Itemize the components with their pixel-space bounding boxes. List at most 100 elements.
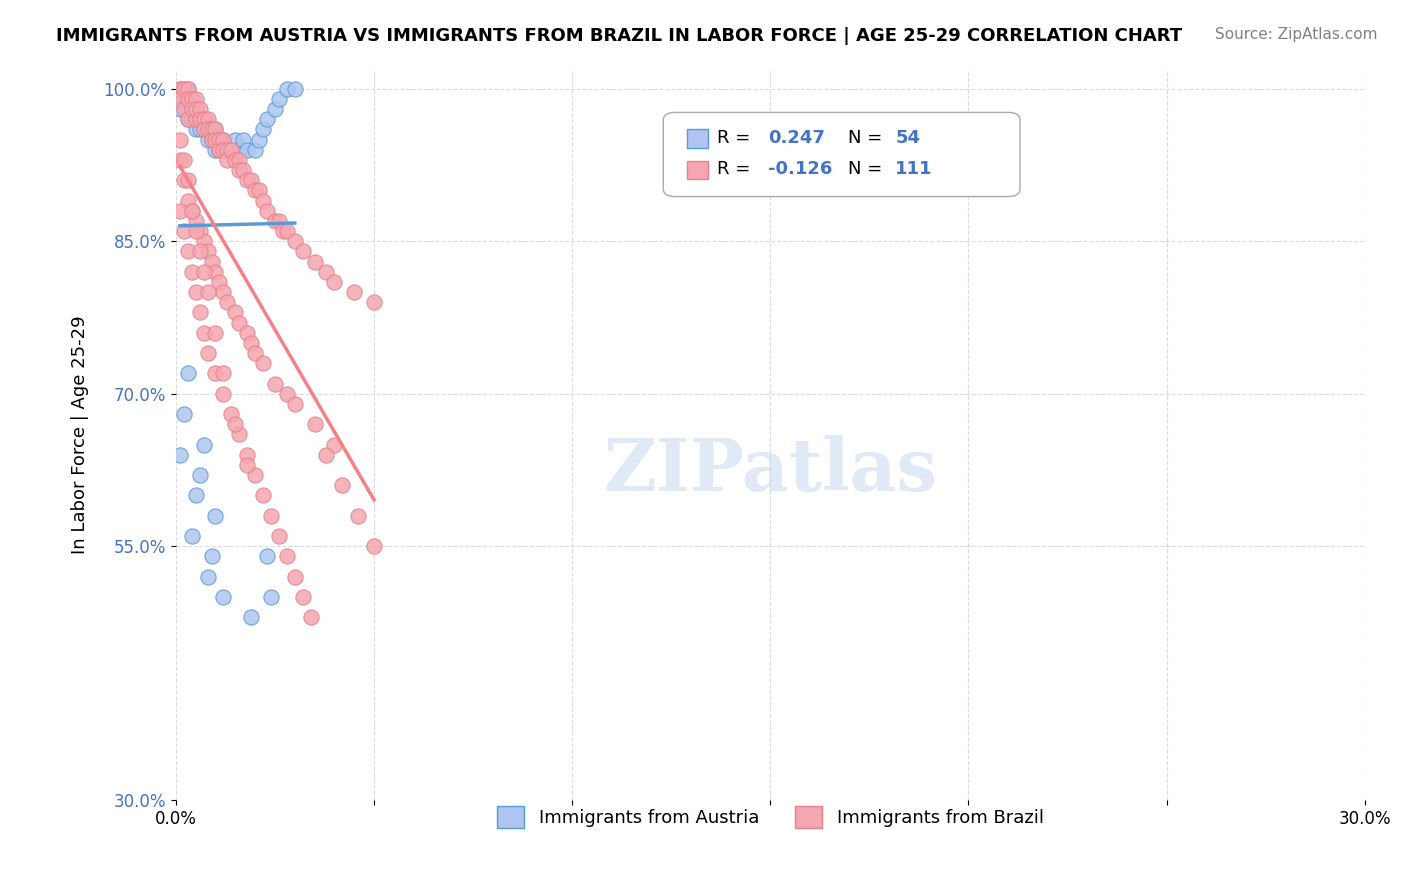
Point [276,386,298,401]
Point [221,407,243,421]
Point [169,133,191,147]
Point [291,590,314,604]
Text: N =: N = [848,129,887,147]
Text: -0.126: -0.126 [768,161,832,178]
Bar [688,161,709,179]
Point [208,143,231,157]
Point [177,173,200,187]
Point [184,102,207,116]
Point [217,153,239,167]
Point [299,610,322,624]
Point [188,305,211,319]
Point [217,143,239,157]
Point [193,437,215,451]
Point [197,122,219,136]
Point [173,92,195,106]
Point [197,122,219,136]
Point [260,508,283,523]
Point [284,234,307,248]
Point [236,458,259,472]
Point [204,143,226,157]
Point [267,529,290,543]
Point [284,397,307,411]
Text: IMMIGRANTS FROM AUSTRIA VS IMMIGRANTS FROM BRAZIL IN LABOR FORCE | AGE 25-29 COR: IMMIGRANTS FROM AUSTRIA VS IMMIGRANTS FR… [56,27,1182,45]
Point [323,275,346,289]
Point [267,214,290,228]
Point [224,153,246,167]
Legend: Immigrants from Austria, Immigrants from Brazil: Immigrants from Austria, Immigrants from… [489,798,1050,835]
Point [315,448,337,462]
Point [200,133,222,147]
Text: R =: R = [717,161,756,178]
Point [180,102,202,116]
Point [180,92,202,106]
Point [177,194,200,208]
Point [193,234,215,248]
FancyBboxPatch shape [664,112,1019,196]
Point [197,285,219,299]
Point [208,275,231,289]
Point [188,244,211,259]
Point [204,508,226,523]
Point [169,82,191,96]
Point [228,427,250,442]
Point [173,173,195,187]
Point [256,112,278,127]
Point [173,82,195,96]
Point [173,407,195,421]
Point [243,184,266,198]
Point [169,153,191,167]
Point [180,102,202,116]
Point [236,448,259,462]
Point [243,346,266,360]
Point [200,122,222,136]
Point [184,214,207,228]
Point [212,133,235,147]
Point [193,326,215,340]
Text: ZIPatlas: ZIPatlas [603,435,938,507]
Y-axis label: In Labor Force | Age 25-29: In Labor Force | Age 25-29 [72,315,89,554]
Point [173,102,195,116]
Point [180,203,202,218]
Point [193,112,215,127]
Point [208,133,231,147]
Point [200,549,222,564]
Point [184,224,207,238]
Point [228,316,250,330]
Point [236,173,259,187]
Point [193,122,215,136]
Point [232,163,254,178]
Point [252,488,274,502]
Point [173,82,195,96]
Point [188,122,211,136]
Point [169,92,191,106]
Point [256,203,278,218]
Point [188,112,211,127]
Point [240,173,263,187]
Point [200,122,222,136]
Point [247,184,270,198]
Point [256,549,278,564]
Point [173,153,195,167]
Text: Source: ZipAtlas.com: Source: ZipAtlas.com [1215,27,1378,42]
Point [252,356,274,370]
Point [208,133,231,147]
Point [197,133,219,147]
Point [204,367,226,381]
Point [204,133,226,147]
Point [184,112,207,127]
Point [184,285,207,299]
Point [200,133,222,147]
Point [177,82,200,96]
Text: N =: N = [848,161,887,178]
Point [228,163,250,178]
Point [264,102,287,116]
Point [252,122,274,136]
Point [212,143,235,157]
Point [236,326,259,340]
Point [232,133,254,147]
Point [193,112,215,127]
Point [193,122,215,136]
Point [228,153,250,167]
Point [343,285,366,299]
